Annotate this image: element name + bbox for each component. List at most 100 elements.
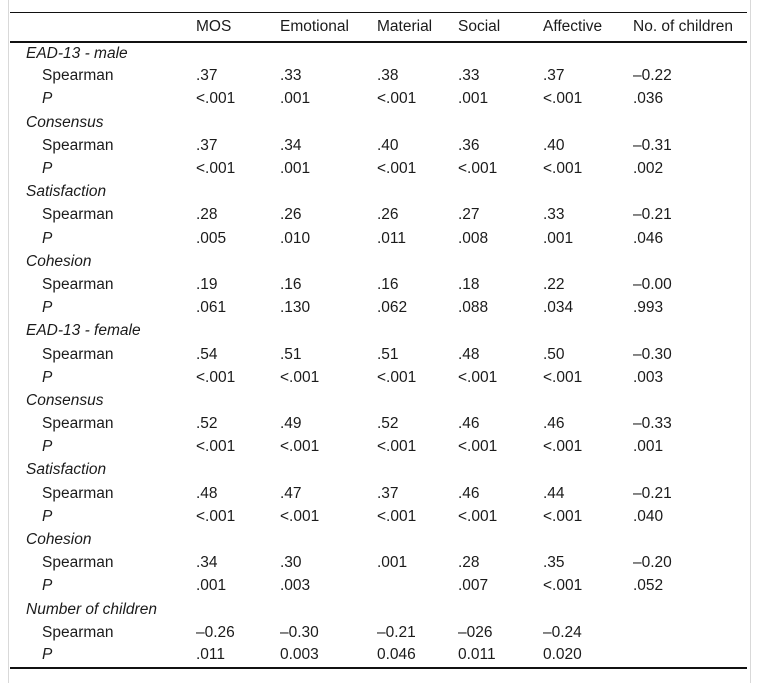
spearman-value: –0.30	[280, 623, 319, 641]
spearman-value: .37	[196, 136, 218, 154]
p-value	[377, 575, 458, 598]
spearman-row: Spearman .54 .51 .51 .48 .50 –0.30	[10, 343, 747, 366]
p-value: .003	[633, 368, 664, 386]
p-row: P <.001 <.001 <.001 <.001 <.001 .001	[10, 436, 747, 459]
p-value: .052	[633, 577, 664, 595]
p-value: <.001	[377, 507, 417, 525]
p-row: P .061 .130 .062 .088 .034 .993	[10, 297, 747, 320]
spearman-value: .34	[196, 554, 218, 572]
p-value	[633, 644, 747, 667]
spearman-value: .44	[543, 484, 565, 502]
p-value: .001	[458, 90, 489, 108]
p-value: .046	[633, 229, 664, 247]
spearman-value: .35	[543, 554, 565, 572]
p-value: <.001	[543, 507, 583, 525]
p-value: .001	[196, 577, 227, 595]
p-row-label: P	[42, 646, 53, 664]
spearman-value: .18	[458, 275, 480, 293]
spearman-row-label: Spearman	[42, 554, 114, 572]
group-header-row: Satisfaction	[10, 459, 747, 482]
spearman-value: .33	[543, 206, 565, 224]
spearman-value: –0.21	[377, 623, 416, 641]
group-header-row: Cohesion	[10, 250, 747, 273]
p-value: <.001	[196, 160, 236, 178]
p-value: 0.046	[377, 646, 416, 664]
spearman-value: .22	[543, 275, 565, 293]
p-value: .007	[458, 577, 489, 595]
p-row-label: P	[42, 90, 53, 108]
p-value: .008	[458, 229, 489, 247]
spearman-value: .51	[377, 345, 399, 363]
header-row-label-col	[10, 12, 196, 43]
spearman-value: –0.00	[633, 275, 672, 293]
p-value: <.001	[280, 507, 320, 525]
p-value: 0.011	[458, 646, 496, 664]
p-value: <.001	[543, 368, 583, 386]
p-row: P .005 .010 .011 .008 .001 .046	[10, 227, 747, 250]
p-row: P <.001 .001 <.001 <.001 <.001 .002	[10, 157, 747, 180]
spearman-value: .27	[458, 206, 480, 224]
header-no-of-children: No. of children	[633, 12, 747, 43]
p-value: <.001	[377, 160, 417, 178]
spearman-value: .48	[196, 484, 218, 502]
group-header-row: EAD-13 - male	[10, 42, 747, 65]
spearman-value: .26	[377, 206, 399, 224]
p-value: .011	[377, 229, 407, 247]
spearman-value: .37	[543, 67, 565, 85]
p-value: .001	[280, 160, 311, 178]
group-label: EAD-13 - male	[26, 44, 128, 62]
spearman-value: .19	[196, 275, 218, 293]
p-row: P .011 0.003 0.046 0.011 0.020	[10, 644, 747, 667]
spearman-row-label: Spearman	[42, 415, 114, 433]
table-header: MOS Emotional Material Social Affective …	[10, 12, 747, 43]
spearman-value: .28	[196, 206, 218, 224]
p-value: .010	[280, 229, 311, 247]
spearman-value: .46	[458, 415, 480, 433]
p-value: .088	[458, 299, 489, 317]
spearman-value: –0.21	[633, 206, 672, 224]
group-header-row: Consensus	[10, 111, 747, 134]
spearman-row: Spearman .34 .30 .001 .28 .35 –0.20	[10, 552, 747, 575]
p-value: <.001	[543, 90, 583, 108]
p-value: <.001	[196, 368, 236, 386]
group-label: Number of children	[26, 600, 157, 618]
p-row-label: P	[42, 368, 53, 386]
p-value: .993	[633, 299, 664, 317]
p-value: .130	[280, 299, 311, 317]
spearman-row: Spearman .52 .49 .52 .46 .46 –0.33	[10, 413, 747, 436]
spearman-value: .52	[377, 415, 399, 433]
spearman-value: .33	[458, 67, 480, 85]
spearman-row: Spearman .28 .26 .26 .27 .33 –0.21	[10, 204, 747, 227]
spearman-value: –0.30	[633, 345, 672, 363]
p-row-label: P	[42, 438, 53, 456]
p-value: .005	[196, 229, 227, 247]
p-row: P <.001 <.001 <.001 <.001 <.001 .040	[10, 505, 747, 528]
p-row-label: P	[42, 507, 53, 525]
p-row-label: P	[42, 299, 53, 317]
table-body: EAD-13 - male Spearman .37 .33 .38 .33 .37 –0.2…	[10, 42, 747, 668]
spearman-value: .26	[280, 206, 302, 224]
correlation-table: MOS Emotional Material Social Affective …	[10, 12, 747, 669]
p-value: <.001	[377, 90, 417, 108]
p-value: <.001	[377, 438, 417, 456]
p-value: .001	[280, 90, 311, 108]
p-value: <.001	[458, 368, 498, 386]
p-value: <.001	[196, 90, 236, 108]
spearman-row-label: Spearman	[42, 345, 114, 363]
header-material: Material	[377, 12, 458, 43]
p-value: 0.020	[543, 646, 582, 664]
p-value: .034	[543, 299, 574, 317]
p-value: <.001	[458, 160, 498, 178]
spearman-value: .46	[458, 484, 480, 502]
spearman-row: Spearman .48 .47 .37 .46 .44 –0.21	[10, 482, 747, 505]
spearman-row-label: Spearman	[42, 623, 114, 641]
page-right-edge-line	[750, 0, 751, 683]
spearman-value: –026	[458, 623, 493, 641]
p-row-label: P	[42, 160, 53, 178]
spearman-row-label: Spearman	[42, 275, 114, 293]
p-value: <.001	[458, 507, 498, 525]
p-value: .002	[633, 160, 664, 178]
spearman-value: .37	[196, 67, 218, 85]
p-value: .003	[280, 577, 311, 595]
spearman-value: .16	[377, 275, 399, 293]
